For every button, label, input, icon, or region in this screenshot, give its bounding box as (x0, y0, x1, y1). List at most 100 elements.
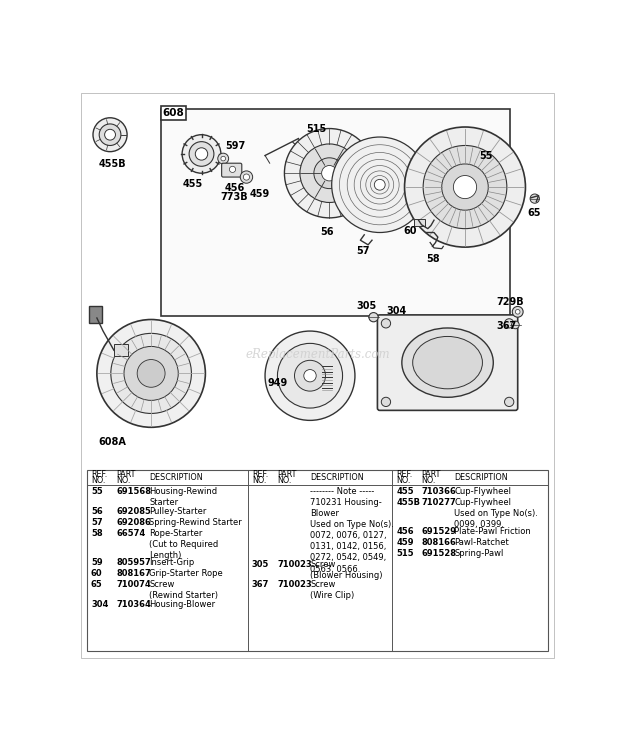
Text: 710023: 710023 (278, 560, 312, 569)
Circle shape (381, 397, 391, 406)
Text: 710023: 710023 (278, 580, 312, 589)
Text: NO.: NO. (278, 476, 292, 485)
Text: 66574: 66574 (117, 529, 146, 538)
Circle shape (93, 118, 127, 152)
Text: 305: 305 (356, 301, 377, 312)
Circle shape (294, 360, 326, 391)
Text: 60: 60 (91, 569, 103, 578)
Circle shape (189, 141, 214, 166)
Circle shape (265, 331, 355, 420)
Text: eReplacementParts.com: eReplacementParts.com (246, 347, 390, 361)
Circle shape (404, 127, 526, 247)
Text: 367: 367 (496, 321, 516, 331)
Circle shape (314, 158, 345, 189)
Text: Housing-Blower: Housing-Blower (149, 600, 215, 609)
Text: NO.: NO. (117, 476, 131, 485)
Text: -------- Note -----
710231 Housing-
Blower
Used on Type No(s).
0072, 0076, 0127,: -------- Note ----- 710231 Housing- Blow… (310, 487, 394, 574)
Circle shape (505, 318, 514, 328)
Text: 808166: 808166 (422, 538, 456, 547)
Bar (89, 306, 102, 323)
Circle shape (229, 166, 236, 173)
Circle shape (241, 171, 253, 183)
Circle shape (99, 124, 121, 146)
Bar (161, 109, 510, 316)
Circle shape (369, 312, 378, 322)
Text: 691528: 691528 (422, 549, 457, 558)
Text: Rope-Starter
(Cut to Required
Length): Rope-Starter (Cut to Required Length) (149, 529, 218, 560)
Circle shape (423, 146, 507, 228)
Text: 456: 456 (396, 527, 414, 536)
Text: 65: 65 (91, 580, 103, 589)
Circle shape (278, 344, 342, 408)
Ellipse shape (402, 328, 494, 397)
Text: 456: 456 (224, 183, 245, 193)
Bar (161, 106, 186, 120)
Text: PART: PART (422, 469, 441, 479)
Text: 710074: 710074 (117, 580, 151, 589)
Text: Spring-Rewind Starter: Spring-Rewind Starter (149, 518, 242, 527)
Text: 608A: 608A (99, 437, 126, 446)
Text: 455B: 455B (99, 159, 126, 170)
Text: 729B: 729B (496, 297, 524, 307)
Text: 710277: 710277 (422, 498, 456, 507)
Text: 57: 57 (91, 518, 103, 527)
Text: PART: PART (117, 469, 136, 479)
Text: 55: 55 (479, 151, 492, 161)
Text: 805957: 805957 (117, 558, 151, 567)
Text: NO.: NO. (396, 476, 410, 485)
Circle shape (441, 164, 489, 210)
Text: 773B: 773B (220, 193, 248, 202)
Text: 597: 597 (224, 141, 245, 151)
Circle shape (221, 156, 226, 161)
Circle shape (137, 359, 165, 388)
Circle shape (105, 129, 115, 140)
Circle shape (512, 321, 520, 329)
Circle shape (111, 333, 192, 414)
Text: Cup-Flywheel
Used on Type No(s).
0099, 0399.: Cup-Flywheel Used on Type No(s). 0099, 0… (454, 498, 538, 529)
Text: 608: 608 (162, 108, 185, 118)
Text: Spring-Pawl: Spring-Pawl (454, 549, 503, 558)
Text: NO.: NO. (422, 476, 436, 485)
Circle shape (285, 129, 374, 218)
Text: 304: 304 (91, 600, 108, 609)
Circle shape (453, 176, 477, 199)
Text: REF.: REF. (252, 469, 268, 479)
Text: 55: 55 (91, 487, 103, 496)
Circle shape (512, 307, 523, 317)
Circle shape (505, 397, 514, 406)
Text: 57: 57 (356, 246, 370, 257)
Text: 367: 367 (252, 580, 269, 589)
Text: 304: 304 (386, 306, 406, 315)
Text: NO.: NO. (252, 476, 267, 485)
Circle shape (182, 135, 221, 173)
Text: Housing-Rewind
Starter: Housing-Rewind Starter (149, 487, 217, 507)
Text: Screw
(Rewind Starter): Screw (Rewind Starter) (149, 580, 218, 600)
Text: Plate-Pawl Friction: Plate-Pawl Friction (454, 527, 531, 536)
Text: 459: 459 (396, 538, 414, 547)
Text: NO.: NO. (91, 476, 105, 485)
Text: 455: 455 (396, 487, 414, 496)
Ellipse shape (413, 336, 482, 389)
Text: Screw
(Blower Housing): Screw (Blower Housing) (310, 560, 383, 580)
Circle shape (218, 153, 229, 164)
Circle shape (530, 194, 539, 203)
Text: Pawl-Ratchet: Pawl-Ratchet (454, 538, 509, 547)
Text: 56: 56 (320, 227, 334, 237)
Bar (414, 219, 425, 226)
Bar (87, 470, 548, 651)
Text: Screw
(Wire Clip): Screw (Wire Clip) (310, 580, 354, 600)
Text: DESCRIPTION: DESCRIPTION (149, 473, 203, 482)
Text: Insert-Grip: Insert-Grip (149, 558, 194, 567)
Text: 56: 56 (91, 507, 103, 516)
Text: Grip-Starter Rope: Grip-Starter Rope (149, 569, 223, 578)
Text: 305: 305 (252, 560, 269, 569)
Circle shape (243, 174, 249, 180)
Text: 691529: 691529 (422, 527, 457, 536)
Text: REF.: REF. (91, 469, 107, 479)
Text: Cup-Flywheel: Cup-Flywheel (454, 487, 511, 496)
Text: REF.: REF. (396, 469, 412, 479)
Text: 58: 58 (91, 529, 103, 538)
Circle shape (300, 144, 359, 202)
Bar (114, 344, 128, 356)
Text: 455: 455 (183, 179, 203, 190)
